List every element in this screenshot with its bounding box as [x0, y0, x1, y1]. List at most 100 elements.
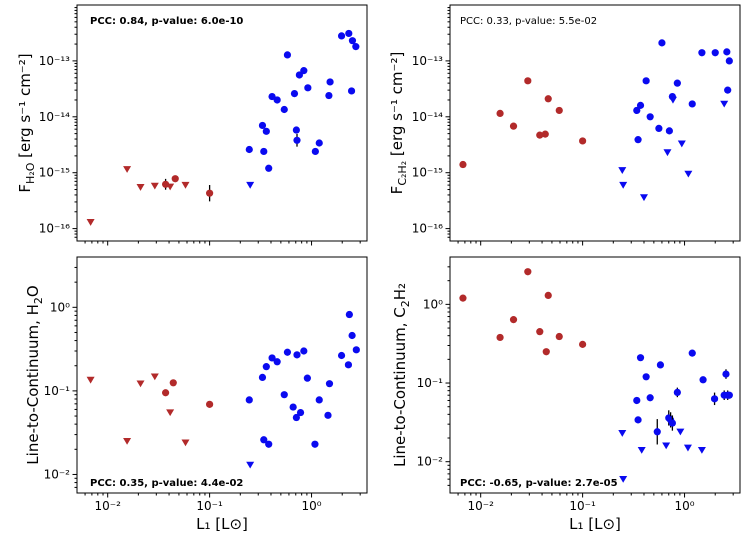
y-tick-label: 10⁻¹ [44, 384, 71, 398]
data-point [280, 105, 288, 114]
y-tick-label: 10⁻¹³ [39, 54, 70, 68]
data-point [665, 127, 673, 135]
data-point [296, 408, 305, 417]
data-point [544, 291, 552, 299]
data-point [293, 136, 301, 144]
upper-limit-marker [676, 428, 685, 436]
data-point [459, 294, 467, 302]
x-tick-label: 10⁰ [674, 499, 694, 513]
y-label-main: Line-to-Continuum, H [24, 304, 42, 465]
y-label-units: O [24, 285, 42, 297]
data-point [496, 333, 504, 342]
data-point [348, 331, 356, 340]
y-label-units: [erg s⁻¹ cm⁻²] [16, 53, 34, 162]
data-point [292, 413, 300, 422]
panel-c2h2-flux: 10⁻¹⁶ 10⁻¹⁵ 10⁻¹⁴ 10⁻¹³ PCC: 0.33, p-value:… [388, 4, 741, 246]
y-label-main: F [388, 186, 406, 195]
data-point [544, 95, 552, 103]
upper-limit-marker [668, 96, 677, 104]
data-point [536, 131, 544, 139]
y-tick-label: 10⁻² [44, 467, 71, 481]
data-point [283, 51, 292, 59]
data-point [162, 180, 170, 188]
data-point [345, 310, 353, 319]
upper-limit-marker [637, 446, 646, 454]
data-point [653, 428, 661, 436]
upper-limit-marker [619, 475, 628, 483]
x-tick-label: 10⁻¹ [196, 499, 223, 513]
data-points [459, 268, 733, 483]
y-tick-label: 10⁻¹⁵ [412, 166, 443, 180]
data-point [337, 351, 346, 360]
data-point [347, 87, 356, 95]
y-tick-label: 10⁻¹⁵ [39, 166, 70, 180]
y-label-sub: 2 [399, 300, 412, 307]
data-point [542, 348, 550, 356]
data-point [655, 124, 663, 133]
upper-limit-marker [683, 444, 692, 452]
data-points [86, 310, 360, 469]
data-point [337, 32, 346, 40]
data-point [656, 361, 665, 369]
y-axis-label: Line-to-Continuum, C2H₂ [391, 283, 412, 467]
upper-limit-marker [86, 219, 95, 226]
upper-limit-marker [246, 461, 255, 469]
data-point [524, 77, 532, 85]
x-tick-label: 10⁻¹ [569, 499, 596, 513]
y-tick-label: 10⁻¹ [417, 376, 444, 390]
x-tick-label: 10⁰ [301, 499, 321, 513]
y-tick-label: 10⁻¹⁴ [412, 110, 443, 124]
data-point [295, 71, 303, 79]
data-point [345, 29, 353, 38]
y-tick-label: 10⁻¹³ [412, 54, 443, 68]
plot-frame [76, 256, 368, 494]
data-point [162, 389, 170, 397]
data-point [646, 113, 654, 121]
upper-limit-marker [123, 166, 132, 173]
data-point [636, 101, 645, 109]
data-point [326, 78, 334, 86]
upper-limit-marker [720, 100, 729, 108]
data-point [315, 139, 323, 147]
upper-limit-marker [181, 439, 190, 447]
data-points [459, 39, 733, 202]
data-point [311, 440, 319, 448]
upper-limit-marker [246, 181, 255, 189]
panel-c2h2-line-to-continuum: 10⁻² 10⁻¹ 10⁰ 10⁻² 10⁻¹ 10⁰ PCC: -0.65, p-val… [391, 256, 741, 533]
data-point [325, 380, 334, 388]
y-tick-label: 10⁻² [417, 455, 444, 469]
upper-limit-marker [136, 380, 145, 388]
data-point [633, 106, 641, 115]
data-point [673, 79, 681, 87]
data-point [325, 91, 333, 100]
data-point [324, 411, 332, 419]
data-point [262, 363, 270, 371]
upper-limit-marker [150, 373, 159, 381]
data-point [300, 67, 308, 75]
upper-limit-marker [136, 184, 145, 191]
data-point [459, 160, 467, 169]
data-point [268, 354, 276, 362]
plot-frame [449, 256, 741, 494]
data-point [293, 351, 301, 359]
pcc-annotation: PCC: 0.35, p-value: 4.4e-02 [90, 478, 243, 489]
data-point [171, 175, 179, 183]
data-point [634, 136, 642, 144]
upper-limit-marker [619, 181, 628, 189]
y-tick-label: 10⁻¹⁶ [39, 222, 70, 236]
pcc-annotation: PCC: -0.65, p-value: 2.7e-05 [460, 478, 618, 489]
data-point [555, 106, 563, 115]
y-tick-label: 10⁰ [50, 300, 70, 314]
y-axis-label: Line-to-Continuum, H2O [24, 285, 45, 464]
upper-limit-marker [150, 182, 159, 190]
axis-ticks: 10⁻² 10⁻¹ 10⁰ 10⁻² 10⁻¹ 10⁰ [417, 266, 734, 513]
data-point [315, 396, 323, 404]
data-point [352, 43, 360, 51]
y-label-main: Line-to-Continuum, C [391, 307, 409, 467]
data-point [273, 358, 281, 366]
data-point [711, 49, 719, 57]
data-point [289, 403, 297, 411]
data-point [280, 391, 288, 399]
data-point [258, 121, 267, 130]
